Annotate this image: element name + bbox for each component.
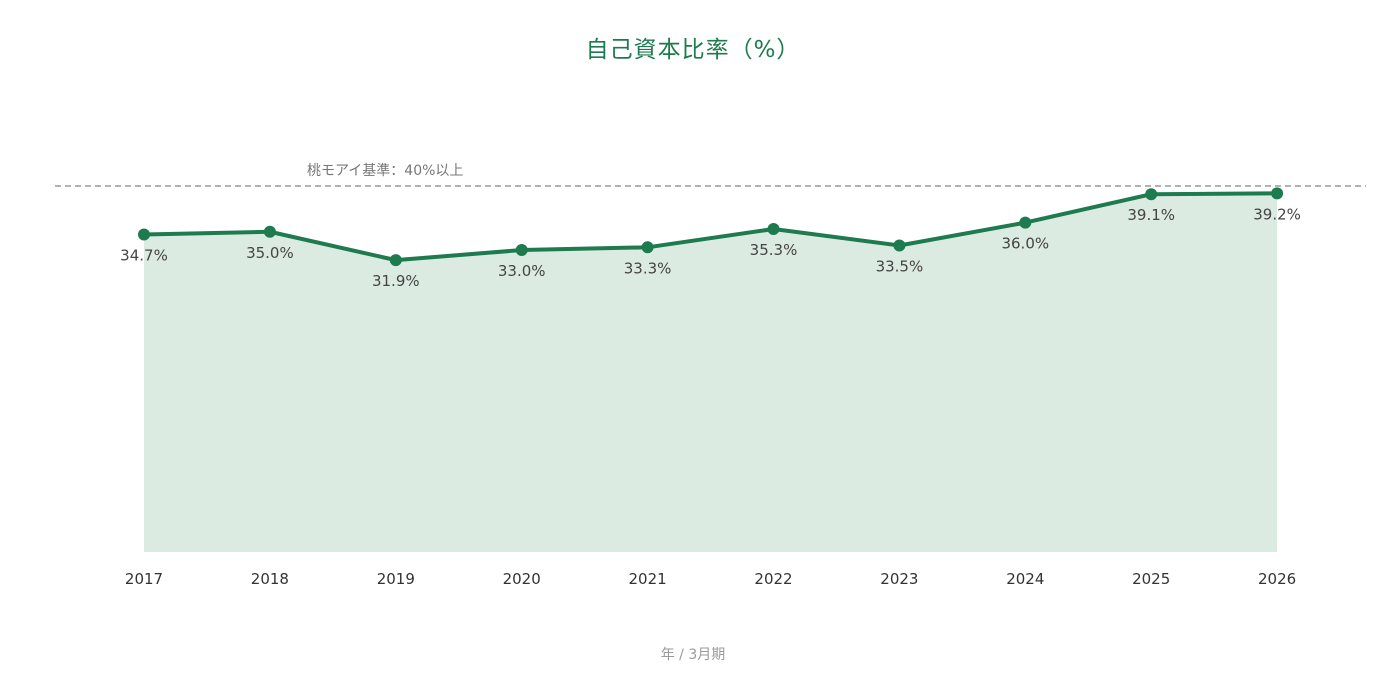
data-label: 34.7% [120,246,168,264]
data-point [1271,187,1284,200]
x-tick-label: 2023 [880,570,918,588]
data-label: 36.0% [1001,235,1049,253]
data-label: 33.5% [876,257,924,275]
data-point [263,225,276,238]
x-axis-title: 年 / 3月期 [660,647,726,663]
data-label: 35.3% [750,241,798,259]
data-label: 35.0% [246,244,294,262]
data-point [1019,216,1032,229]
x-tick-label: 2018 [251,570,289,588]
x-tick-label: 2017 [125,570,163,588]
reference-line-label: 桃モアイ基準：40%以上 [307,162,463,179]
x-tick-label: 2024 [1006,570,1044,588]
data-point [389,254,402,267]
chart-title: 自己資本比率（%） [585,37,801,63]
data-label: 31.9% [372,272,420,290]
x-tick-label: 2019 [377,570,415,588]
x-tick-label: 2025 [1132,570,1170,588]
data-point [893,239,906,252]
x-tick-label: 2020 [503,570,541,588]
data-point [138,228,150,241]
data-label: 33.3% [624,259,672,277]
data-point [1145,188,1158,201]
data-point [767,223,780,236]
x-tick-label: 2021 [629,570,667,588]
data-label: 33.0% [498,262,546,280]
data-point [515,244,528,257]
area-fill [144,193,1278,552]
data-point [641,241,654,254]
data-label: 39.1% [1127,206,1175,224]
series-line [142,191,1280,263]
data-label: 39.2% [1253,205,1301,223]
x-tick-label: 2022 [754,570,792,588]
x-tick-label: 2026 [1258,570,1296,588]
